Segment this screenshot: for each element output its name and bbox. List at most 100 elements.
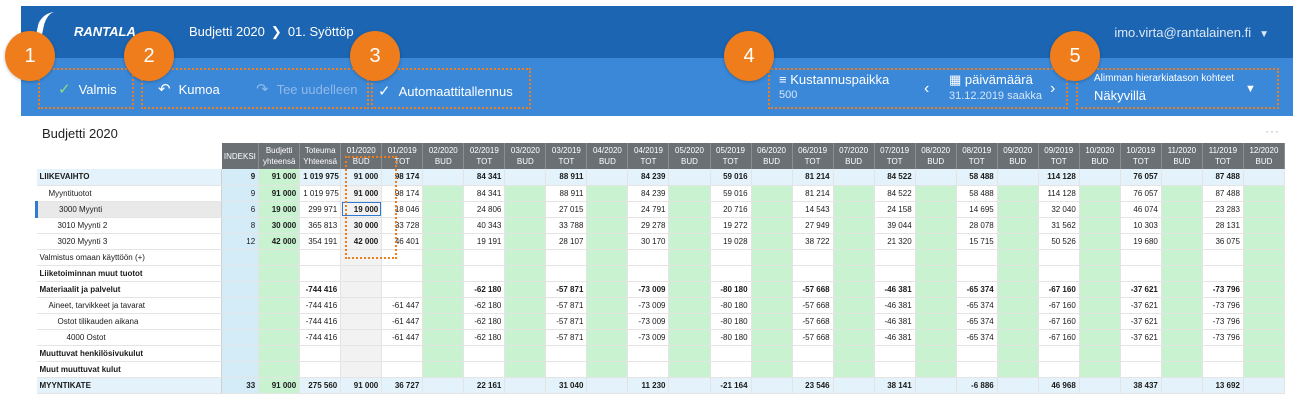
app-logo[interactable]: RANTALA	[74, 24, 136, 39]
grid-cell[interactable]: 24 791	[627, 201, 670, 218]
grid-cell[interactable]	[751, 217, 793, 234]
grid-cell[interactable]	[258, 329, 301, 346]
column-header[interactable]: 10/2020 BUD	[1079, 143, 1121, 169]
row-label[interactable]: Muut muuttuvat kulut	[36, 361, 223, 378]
grid-cell[interactable]	[668, 281, 711, 298]
column-header[interactable]: 11/2019 TOT	[1202, 143, 1244, 169]
grid-cell[interactable]	[1161, 345, 1203, 362]
grid-cell[interactable]	[833, 329, 875, 346]
grid-cell[interactable]: 23 283	[1202, 201, 1244, 218]
grid-cell[interactable]: 19 000	[258, 201, 301, 218]
grid-cell[interactable]	[586, 201, 629, 218]
grid-cell[interactable]: -37 621	[1120, 281, 1162, 298]
grid-cell[interactable]	[1243, 313, 1286, 330]
grid-cell[interactable]	[997, 233, 1039, 250]
grid-cell[interactable]	[422, 201, 465, 218]
grid-cell[interactable]	[1079, 169, 1121, 186]
grid-cell[interactable]: -61 447	[381, 313, 424, 330]
grid-cell[interactable]	[1202, 249, 1244, 266]
grid-cell[interactable]: -57 871	[545, 281, 588, 298]
grid-cell[interactable]: -744 416	[299, 297, 342, 314]
column-header[interactable]: 05/2020 BUD	[668, 143, 711, 169]
grid-cell[interactable]: 91 000	[258, 169, 301, 186]
grid-cell[interactable]	[1079, 217, 1121, 234]
grid-cell[interactable]	[1161, 297, 1203, 314]
grid-cell[interactable]: 42 000	[340, 233, 383, 250]
grid-cell[interactable]: 91 000	[258, 377, 301, 394]
grid-cell[interactable]	[258, 361, 301, 378]
grid-cell[interactable]: 33 788	[545, 217, 588, 234]
grid-cell[interactable]	[221, 361, 260, 378]
grid-cell[interactable]	[1120, 249, 1162, 266]
grid-cell[interactable]	[221, 297, 260, 314]
grid-cell[interactable]	[915, 185, 957, 202]
grid-cell[interactable]	[915, 345, 957, 362]
grid-cell[interactable]: 19 028	[710, 233, 752, 250]
grid-cell[interactable]	[545, 361, 588, 378]
grid-cell[interactable]	[792, 249, 834, 266]
column-header[interactable]: 05/2019 TOT	[710, 143, 752, 169]
grid-cell[interactable]	[221, 329, 260, 346]
column-header[interactable]: Budjetti yhteensä	[258, 143, 301, 169]
grid-cell[interactable]: 88 911	[545, 169, 588, 186]
grid-cell[interactable]	[504, 361, 547, 378]
grid-cell[interactable]	[422, 361, 465, 378]
grid-cell[interactable]	[1038, 361, 1080, 378]
grid-cell[interactable]: 46 074	[1120, 201, 1162, 218]
grid-cell[interactable]	[1243, 297, 1286, 314]
grid-cell[interactable]: 299 971	[299, 201, 342, 218]
row-label[interactable]: Materiaalit ja palvelut	[36, 281, 223, 298]
grid-cell[interactable]: -80 180	[710, 313, 752, 330]
grid-cell[interactable]	[1161, 313, 1203, 330]
grid-cell[interactable]: -65 374	[956, 329, 998, 346]
grid-cell[interactable]: 84 341	[463, 169, 506, 186]
grid-cell[interactable]: -57 871	[545, 329, 588, 346]
grid-cell[interactable]	[956, 345, 998, 362]
grid-cell[interactable]	[751, 361, 793, 378]
grid-cell[interactable]	[668, 249, 711, 266]
grid-cell[interactable]	[1079, 361, 1121, 378]
column-header[interactable]: 08/2020 BUD	[915, 143, 957, 169]
grid-cell[interactable]	[1243, 265, 1286, 282]
grid-cell[interactable]	[586, 297, 629, 314]
column-header[interactable]: 03/2019 TOT	[545, 143, 588, 169]
grid-cell[interactable]	[915, 217, 957, 234]
grid-cell[interactable]	[1038, 345, 1080, 362]
grid-cell[interactable]: -6 886	[956, 377, 998, 394]
grid-cell[interactable]	[299, 345, 342, 362]
grid-cell[interactable]	[1079, 345, 1121, 362]
grid-cell[interactable]: 9	[221, 169, 260, 186]
grid-cell[interactable]	[751, 313, 793, 330]
column-header[interactable]: 02/2020 BUD	[422, 143, 465, 169]
grid-cell[interactable]	[668, 361, 711, 378]
column-header[interactable]: 06/2019 TOT	[792, 143, 834, 169]
grid-cell[interactable]	[751, 169, 793, 186]
grid-cell[interactable]	[504, 345, 547, 362]
grid-cell[interactable]	[1243, 185, 1286, 202]
grid-cell[interactable]	[545, 249, 588, 266]
grid-cell[interactable]: -80 180	[710, 329, 752, 346]
grid-cell[interactable]: 42 000	[258, 233, 301, 250]
grid-cell[interactable]	[1079, 313, 1121, 330]
grid-cell[interactable]: -67 160	[1038, 329, 1080, 346]
grid-cell[interactable]: 22 161	[463, 377, 506, 394]
grid-cell[interactable]	[1161, 217, 1203, 234]
grid-cell[interactable]: 38 141	[874, 377, 916, 394]
grid-cell[interactable]	[874, 361, 916, 378]
grid-cell[interactable]	[1243, 217, 1286, 234]
grid-cell[interactable]: -73 009	[627, 329, 670, 346]
column-header[interactable]: INDEKSI	[221, 143, 260, 169]
grid-cell[interactable]	[997, 249, 1039, 266]
grid-cell[interactable]	[340, 329, 383, 346]
grid-cell[interactable]: -73 796	[1202, 281, 1244, 298]
grid-cell[interactable]	[710, 249, 752, 266]
grid-cell[interactable]	[1079, 185, 1121, 202]
grid-cell[interactable]: -744 416	[299, 281, 342, 298]
grid-cell[interactable]	[422, 329, 465, 346]
grid-cell[interactable]	[586, 361, 629, 378]
grid-cell[interactable]: 20 716	[710, 201, 752, 218]
grid-cell[interactable]	[258, 297, 301, 314]
grid-cell[interactable]	[299, 249, 342, 266]
grid-cell[interactable]	[1120, 345, 1162, 362]
grid-cell[interactable]	[463, 345, 506, 362]
